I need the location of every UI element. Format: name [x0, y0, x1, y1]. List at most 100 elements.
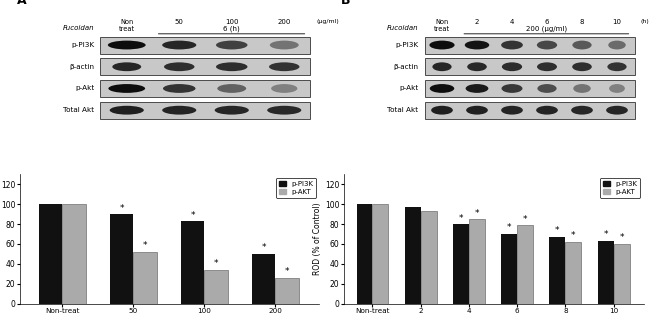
- Bar: [549, 237, 566, 304]
- Bar: [424, 37, 634, 54]
- Ellipse shape: [163, 84, 196, 93]
- Text: 2: 2: [474, 19, 479, 25]
- Text: p-Akt: p-Akt: [75, 85, 94, 91]
- Text: p-PI3K: p-PI3K: [72, 42, 94, 48]
- Text: *: *: [474, 208, 479, 218]
- Ellipse shape: [110, 106, 144, 115]
- Bar: [181, 221, 204, 304]
- Ellipse shape: [267, 106, 302, 115]
- Ellipse shape: [216, 62, 248, 71]
- Text: 6: 6: [545, 19, 549, 25]
- Ellipse shape: [112, 62, 141, 71]
- Text: Non
treat: Non treat: [434, 19, 450, 32]
- Text: *: *: [214, 259, 218, 268]
- Text: B: B: [341, 0, 350, 7]
- Text: *: *: [190, 211, 195, 219]
- Ellipse shape: [217, 84, 246, 93]
- Ellipse shape: [609, 84, 625, 93]
- Bar: [517, 225, 533, 304]
- Ellipse shape: [536, 106, 558, 115]
- Ellipse shape: [430, 84, 454, 93]
- Ellipse shape: [537, 62, 557, 71]
- Bar: [110, 214, 133, 304]
- Ellipse shape: [430, 41, 454, 49]
- Ellipse shape: [108, 41, 146, 49]
- Bar: [101, 58, 311, 75]
- Bar: [62, 204, 86, 304]
- Text: *: *: [507, 223, 512, 233]
- Text: 200: 200: [278, 19, 291, 25]
- Bar: [204, 270, 227, 304]
- Ellipse shape: [502, 84, 523, 93]
- Ellipse shape: [109, 84, 145, 93]
- Text: Total Akt: Total Akt: [63, 107, 94, 113]
- Bar: [566, 242, 581, 304]
- Text: 200 (µg/ml): 200 (µg/ml): [526, 26, 567, 33]
- Bar: [501, 234, 517, 304]
- Ellipse shape: [467, 62, 487, 71]
- Legend: p-PI3K, p-AKT: p-PI3K, p-AKT: [276, 178, 316, 198]
- Bar: [421, 211, 437, 304]
- Ellipse shape: [162, 106, 196, 115]
- Text: *: *: [143, 241, 147, 250]
- Ellipse shape: [270, 41, 299, 49]
- Bar: [424, 102, 634, 119]
- Ellipse shape: [162, 41, 196, 49]
- Ellipse shape: [571, 106, 593, 115]
- Ellipse shape: [432, 62, 452, 71]
- Ellipse shape: [573, 41, 592, 49]
- Text: Total Akt: Total Akt: [387, 107, 419, 113]
- Ellipse shape: [431, 106, 453, 115]
- Legend: p-PI3K, p-AKT: p-PI3K, p-AKT: [600, 178, 640, 198]
- Bar: [453, 224, 469, 304]
- Text: *: *: [603, 230, 608, 239]
- Ellipse shape: [537, 41, 557, 49]
- Ellipse shape: [216, 41, 248, 49]
- Text: *: *: [523, 214, 527, 223]
- Text: Fucoidan: Fucoidan: [63, 25, 94, 31]
- Ellipse shape: [606, 106, 628, 115]
- Ellipse shape: [501, 106, 523, 115]
- Ellipse shape: [501, 41, 523, 49]
- Y-axis label: ROD (% of Control): ROD (% of Control): [313, 203, 322, 275]
- Ellipse shape: [269, 62, 300, 71]
- Ellipse shape: [271, 84, 297, 93]
- Text: *: *: [555, 227, 560, 235]
- Text: Fucoidan: Fucoidan: [387, 25, 419, 31]
- Ellipse shape: [607, 62, 627, 71]
- Ellipse shape: [608, 41, 626, 49]
- Bar: [276, 278, 299, 304]
- Text: 100: 100: [225, 19, 239, 25]
- Bar: [101, 37, 311, 54]
- Text: 4: 4: [510, 19, 514, 25]
- Text: β-actin: β-actin: [70, 64, 94, 70]
- Ellipse shape: [538, 84, 556, 93]
- Text: 6 (h): 6 (h): [223, 26, 240, 33]
- Ellipse shape: [573, 84, 591, 93]
- Bar: [614, 244, 629, 304]
- Bar: [469, 219, 485, 304]
- Bar: [405, 207, 421, 304]
- Bar: [252, 254, 276, 304]
- Bar: [372, 204, 388, 304]
- Bar: [133, 252, 157, 304]
- Text: p-Akt: p-Akt: [399, 85, 419, 91]
- Bar: [101, 80, 311, 97]
- Bar: [101, 102, 311, 119]
- Text: *: *: [619, 233, 624, 243]
- Ellipse shape: [465, 41, 489, 49]
- Bar: [424, 58, 634, 75]
- Text: *: *: [285, 267, 289, 276]
- Bar: [598, 241, 614, 304]
- Ellipse shape: [214, 106, 249, 115]
- Ellipse shape: [465, 84, 488, 93]
- Ellipse shape: [466, 106, 488, 115]
- Text: *: *: [119, 203, 124, 213]
- Text: 8: 8: [580, 19, 584, 25]
- Bar: [424, 80, 634, 97]
- Text: 10: 10: [612, 19, 621, 25]
- Ellipse shape: [164, 62, 194, 71]
- Text: *: *: [261, 244, 266, 252]
- Text: Non
treat: Non treat: [119, 19, 135, 32]
- Bar: [39, 204, 62, 304]
